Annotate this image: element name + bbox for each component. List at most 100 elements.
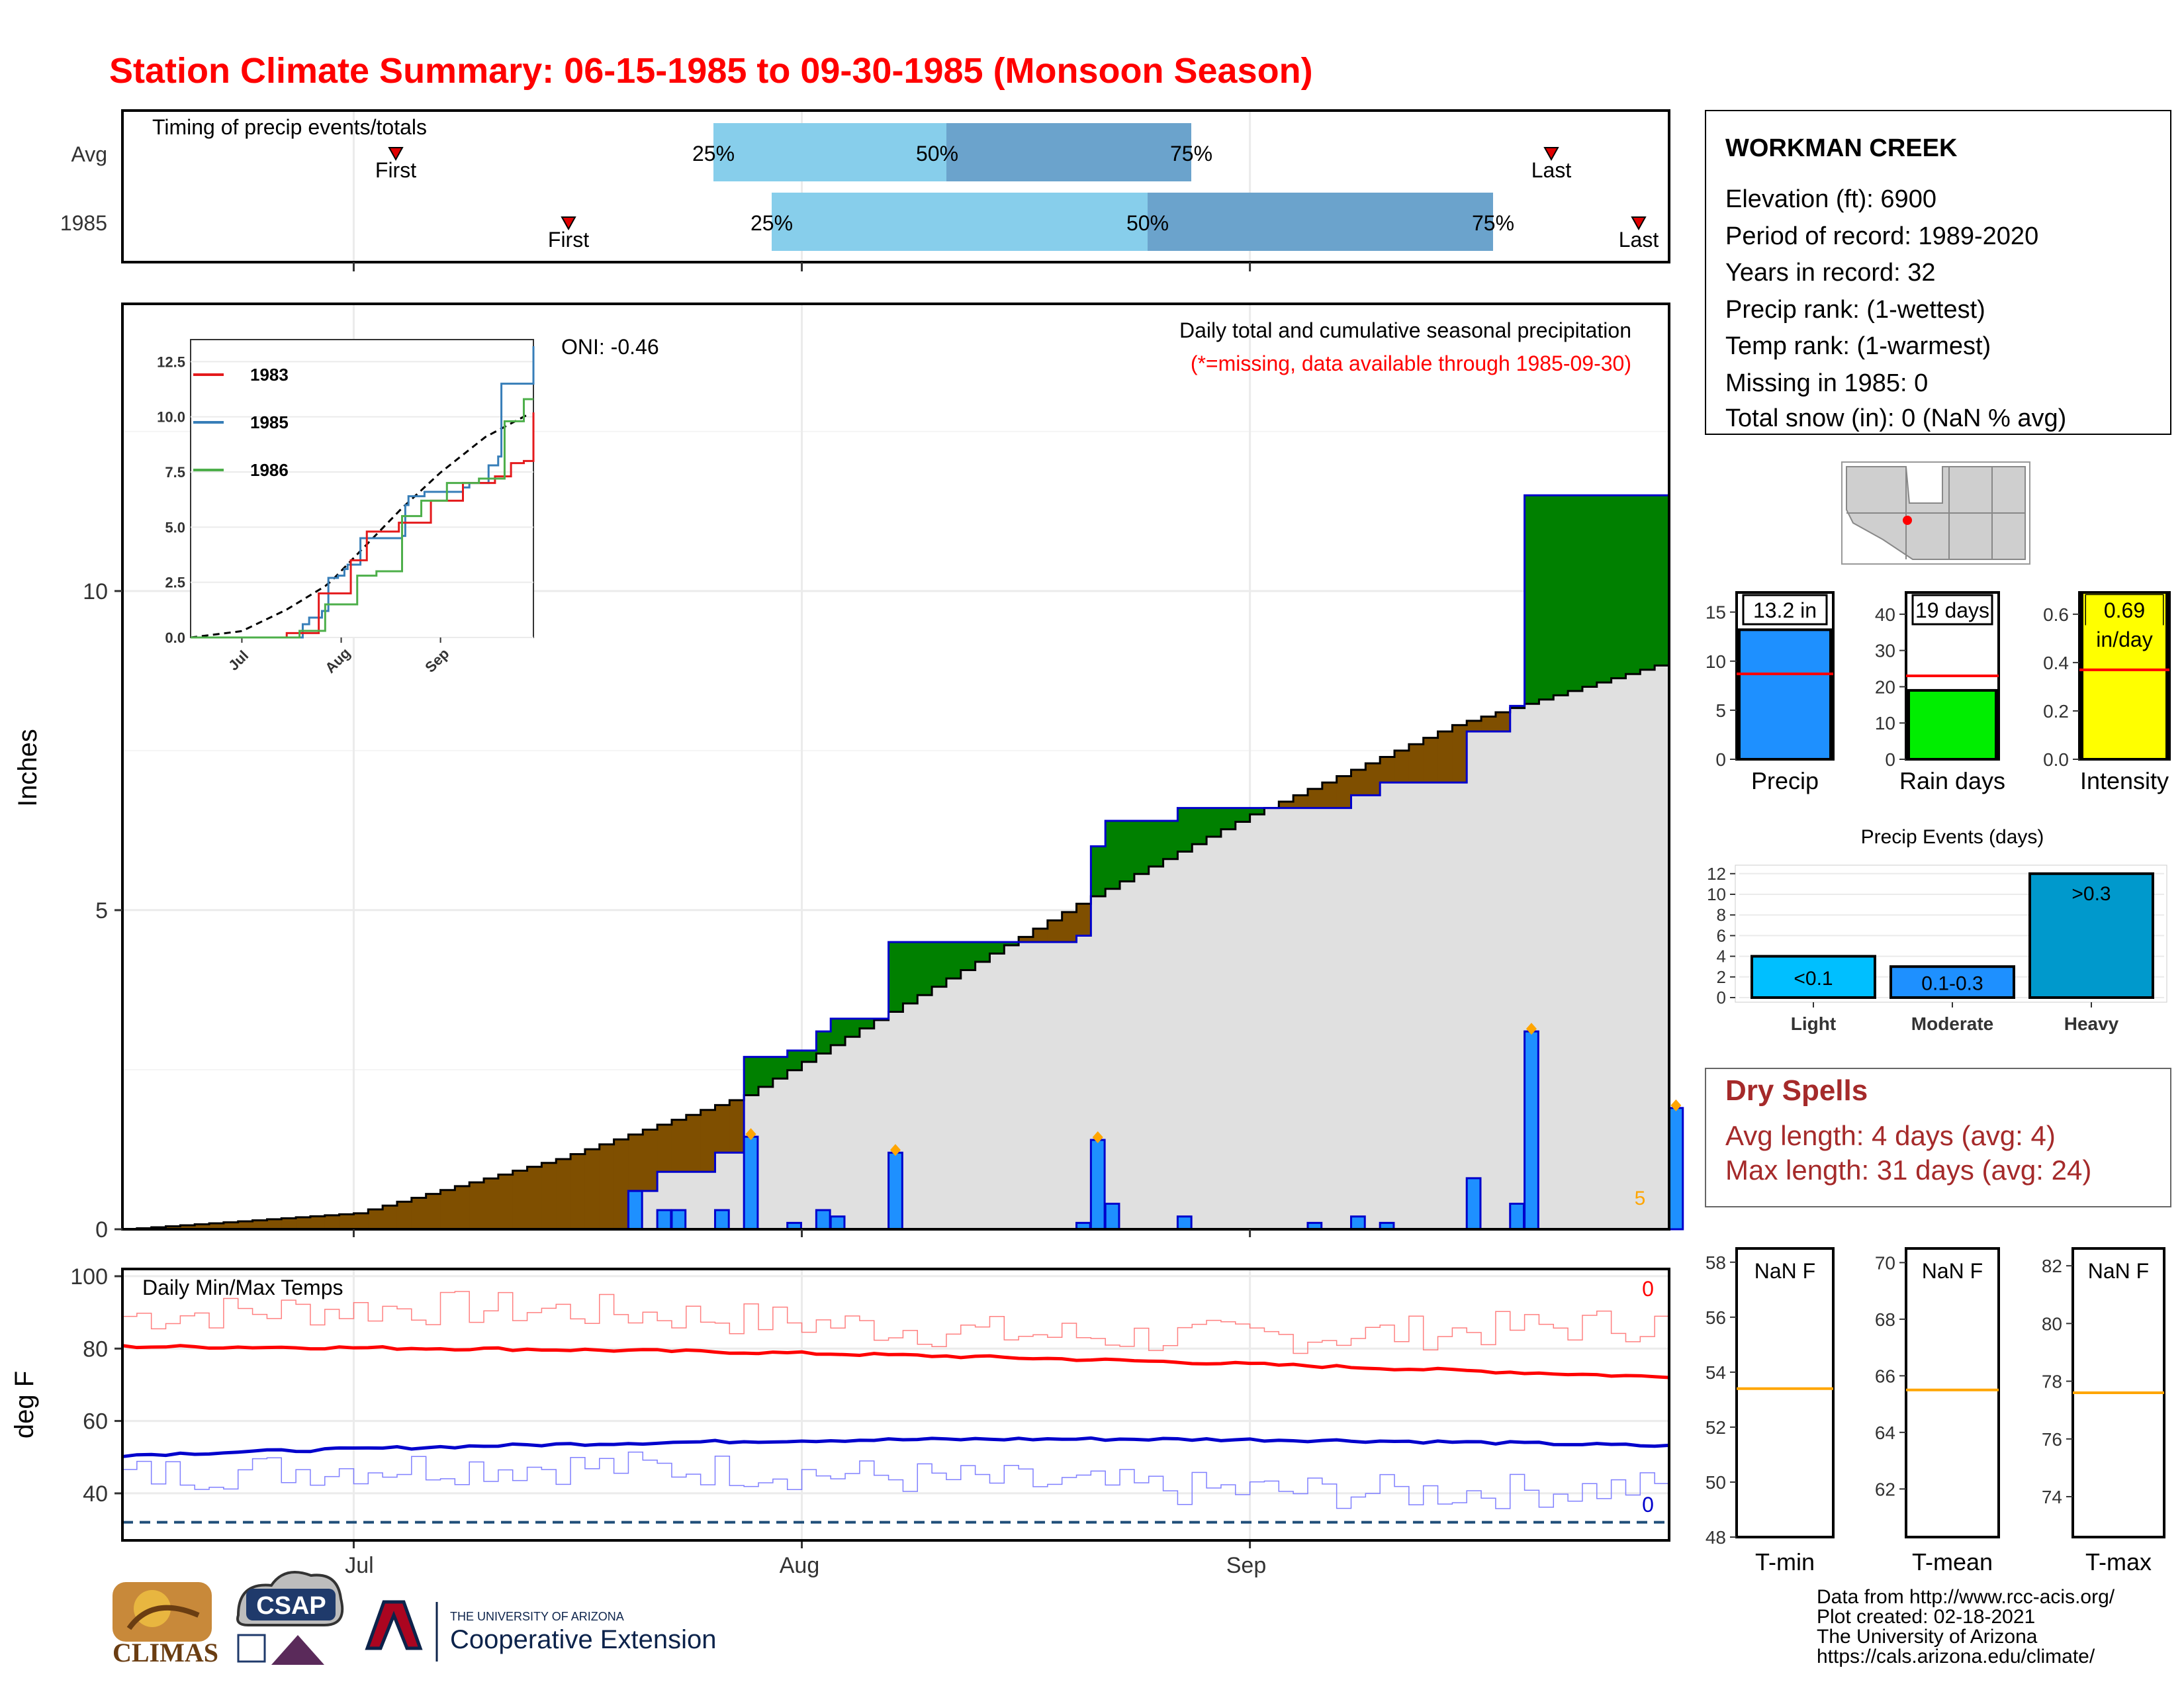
- tmax-ytick-label: 80: [2042, 1313, 2062, 1334]
- raindays-summary-ytick-label: 40: [1875, 604, 1895, 625]
- timing-avg-first-label: First: [375, 158, 416, 182]
- timing-1985-25-50: [772, 193, 1148, 251]
- events-bar: [1889, 965, 2015, 999]
- below-avg-segment: [498, 1174, 514, 1229]
- daily-precip-bar: [1089, 1139, 1106, 1231]
- above-avg-segment: [1510, 706, 1525, 708]
- events-bar-label: >0.3: [2071, 883, 2111, 905]
- timing-avg-p75: 75%: [1170, 142, 1212, 165]
- avg-cumulative-line: [122, 661, 1670, 1231]
- above-avg-segment: [801, 1051, 817, 1062]
- below-avg-segment: [512, 1170, 528, 1229]
- ua-logo-top: THE UNIVERSITY OF ARIZONA: [450, 1610, 624, 1623]
- below-avg-segment: [396, 1201, 412, 1229]
- tmin-ytick-label: 50: [1706, 1472, 1726, 1493]
- precip-panel-frame: [121, 303, 1670, 1231]
- ua-logo: THE UNIVERSITY OF ARIZONA Cooperative Ex…: [365, 1600, 716, 1662]
- daily-precip-bar: [1176, 1215, 1193, 1231]
- below-avg-segment: [715, 1105, 730, 1153]
- tmean-frame: [1905, 1247, 2000, 1538]
- temp-ytick-label: 60: [83, 1409, 108, 1434]
- station-info-box: WORKMAN CREEK Elevation (ft): 6900 Perio…: [1705, 110, 2171, 435]
- footer-line-2: Plot created: 02-18-2021: [1817, 1606, 2035, 1628]
- temp-ytick-label: 100: [70, 1264, 108, 1289]
- above-avg-segment: [816, 1031, 831, 1054]
- footer-line-3: The University of Arizona: [1817, 1626, 2038, 1648]
- inset-ytick-label: 2.5: [165, 575, 185, 591]
- station-line-4: Precip rank: (1-wettest): [1725, 296, 1985, 324]
- daily-precip-bar: [1668, 1107, 1684, 1231]
- inset-1986-line: [191, 398, 533, 639]
- below-avg-segment: [238, 1221, 253, 1229]
- timing-avg-50-75: [946, 123, 1191, 181]
- precip-summary: 0 5 10 15 Precip 13.2 in: [1706, 591, 1835, 794]
- above-avg-segment: [1611, 495, 1626, 679]
- daily-precip-bar: [670, 1209, 687, 1231]
- tmin-value: NaN F: [1754, 1259, 1815, 1283]
- month-label-sep: Sep: [1226, 1553, 1267, 1578]
- below-avg-segment: [599, 1144, 615, 1229]
- precip-ytick-label: 5: [95, 898, 108, 923]
- below-avg-segment: [1279, 802, 1294, 808]
- inset-ytick-label: 0.0: [165, 630, 185, 646]
- precip-summary-label: Precip: [1751, 767, 1819, 794]
- below-avg-segment: [1437, 731, 1453, 783]
- below-avg-segment: [484, 1178, 499, 1229]
- station-location-dot: [1903, 516, 1912, 525]
- heavy-day-marker: [1670, 1099, 1682, 1111]
- below-avg-segment: [1423, 737, 1439, 783]
- precip-summary-value-box: [1742, 594, 1828, 626]
- above-avg-segment: [1582, 495, 1598, 687]
- precip-summary-ytick-label: 5: [1715, 700, 1726, 721]
- below-avg-segment: [1481, 716, 1496, 731]
- avg-min-temp-line: [122, 1436, 1670, 1458]
- below-avg-segment: [252, 1220, 267, 1229]
- below-avg-segment: [686, 1115, 702, 1172]
- timing-avg-p50: 50%: [916, 142, 958, 165]
- below-avg-segment: [165, 1226, 181, 1229]
- locator-map: [1841, 461, 2030, 565]
- avg-max-temp-line: [122, 1344, 1670, 1380]
- tmin-ytick-label: 48: [1706, 1527, 1726, 1548]
- raindays-summary-ytick-label: 20: [1875, 677, 1895, 697]
- daily-precip-bar: [1104, 1202, 1120, 1231]
- dry-max: Max length: 31 days (avg: 24): [1725, 1154, 2091, 1186]
- raindays-summary-label: Rain days: [1899, 767, 2005, 794]
- above-avg-segment: [758, 1056, 774, 1087]
- inset-legend-label: 1983: [250, 365, 289, 385]
- below-avg-segment: [527, 1166, 542, 1229]
- inset-ytick-label: 10.0: [157, 409, 185, 426]
- daily-precip-bar: [1524, 1030, 1539, 1231]
- timing-1985-p75: 75%: [1472, 211, 1514, 235]
- events-ytick-label: 12: [1707, 864, 1726, 884]
- above-avg-segment: [975, 942, 990, 962]
- above-avg-segment: [1192, 808, 1207, 845]
- tmin-label: T-min: [1755, 1548, 1815, 1575]
- above-avg-segment: [859, 1018, 875, 1029]
- temp-max-count: 0: [1642, 1277, 1654, 1301]
- station-line-6: Missing in 1985: 0: [1725, 369, 1928, 397]
- above-avg-segment: [960, 942, 976, 970]
- intensity-summary-ytick-label: 0.2: [2043, 701, 2069, 722]
- below-avg-segment: [180, 1225, 195, 1229]
- ua-logo-bottom: Cooperative Extension: [450, 1625, 716, 1654]
- timing-avg-last-marker: [1543, 147, 1559, 162]
- timing-1985-50-75: [1148, 193, 1493, 251]
- below-avg-segment: [324, 1215, 340, 1229]
- below-avg-segment: [700, 1109, 715, 1172]
- raindays-summary-value-box: [1911, 594, 1993, 626]
- timing-row-1985: 1985: [60, 211, 107, 235]
- events-bar: [1751, 955, 1876, 999]
- heavy-day-marker: [889, 1144, 901, 1156]
- above-avg-segment: [1091, 846, 1106, 897]
- intensity-summary-ytick-label: 0.4: [2043, 653, 2069, 673]
- above-avg-segment: [1120, 820, 1135, 882]
- below-avg-segment: [541, 1162, 557, 1229]
- raindays-summary-bar: [1907, 688, 1997, 761]
- precip-summary-ytick-label: 10: [1706, 651, 1726, 672]
- raindays-summary-ytick-label: 0: [1885, 749, 1895, 770]
- events-ytick-label: 8: [1717, 905, 1726, 925]
- temp-ylabel: deg F: [10, 1371, 39, 1438]
